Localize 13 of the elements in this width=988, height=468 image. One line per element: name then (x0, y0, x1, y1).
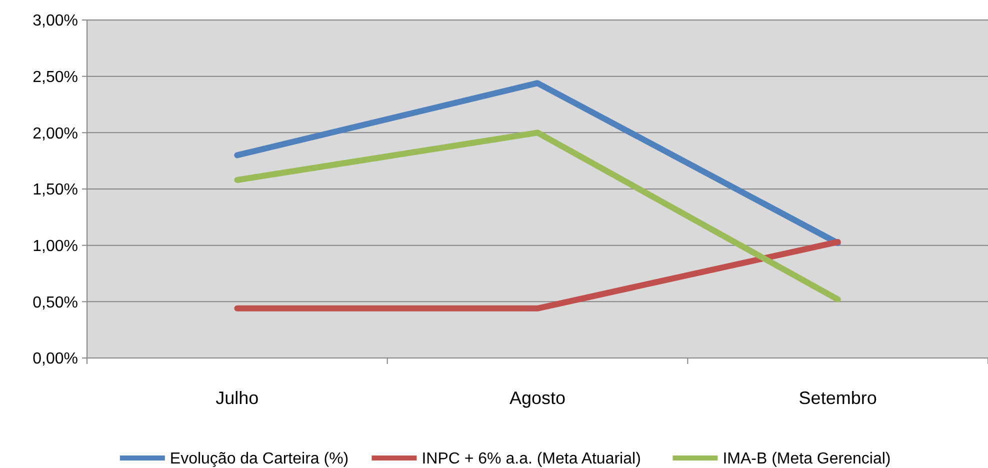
x-tick-label: Setembro (798, 388, 877, 408)
y-tick-label: 1,50% (32, 182, 78, 199)
x-tick-label: Julho (216, 388, 259, 408)
x-tick-label: Agosto (509, 388, 566, 408)
y-tick-label: 3,00% (32, 12, 78, 30)
y-tick-label: 0,00% (32, 350, 78, 368)
y-tick-label: 2,00% (32, 125, 78, 142)
y-tick-label: 1,00% (32, 238, 78, 255)
legend-label: INPC + 6% a.a. (Meta Atuarial) (422, 450, 641, 468)
y-tick-label: 0,50% (32, 294, 78, 312)
y-tick-label: 2,50% (32, 68, 78, 86)
legend-label: Evolução da Carteira (%) (170, 450, 349, 468)
legend-label: IMA-B (Meta Gerencial) (722, 450, 891, 468)
